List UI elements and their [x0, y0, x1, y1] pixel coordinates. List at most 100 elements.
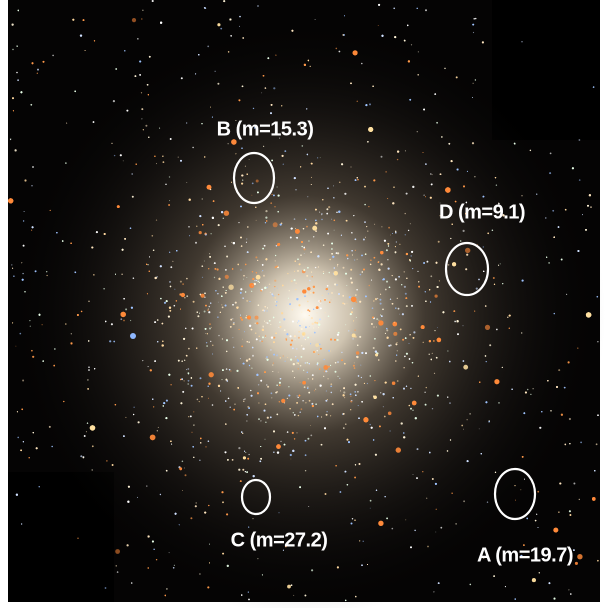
star	[276, 354, 278, 357]
star	[293, 279, 296, 282]
star	[355, 294, 357, 296]
star	[187, 372, 190, 374]
star	[344, 15, 345, 17]
star	[395, 307, 397, 309]
star	[188, 198, 191, 201]
star	[521, 332, 523, 334]
star	[431, 352, 433, 354]
star	[547, 380, 549, 382]
star	[237, 263, 239, 266]
star	[295, 228, 297, 230]
star	[77, 537, 79, 539]
star	[225, 400, 227, 402]
star	[221, 295, 223, 298]
star	[115, 273, 116, 275]
star	[266, 416, 269, 419]
star	[277, 210, 280, 213]
star	[385, 171, 387, 173]
star	[320, 347, 322, 350]
star	[321, 214, 323, 216]
star	[207, 586, 210, 589]
star	[251, 182, 254, 185]
star	[217, 316, 219, 318]
star	[195, 502, 197, 504]
star	[324, 298, 326, 301]
star	[227, 459, 229, 461]
star	[436, 394, 439, 397]
star	[297, 396, 299, 399]
star	[120, 318, 123, 321]
star	[380, 392, 382, 394]
star	[287, 273, 289, 275]
star	[205, 342, 208, 344]
star	[225, 378, 228, 381]
star	[435, 508, 437, 510]
star	[56, 232, 58, 234]
star	[17, 9, 19, 12]
star-label: D (m=9.1)	[439, 201, 525, 223]
star	[571, 167, 574, 170]
star	[254, 315, 259, 320]
star	[289, 408, 291, 410]
star	[378, 3, 381, 6]
star	[206, 333, 208, 335]
star	[361, 564, 363, 566]
star	[209, 327, 211, 330]
star	[307, 59, 310, 62]
star	[328, 206, 331, 209]
star	[240, 314, 241, 316]
star	[372, 347, 375, 349]
star	[333, 197, 335, 199]
star	[272, 371, 274, 372]
star	[82, 456, 85, 458]
star	[363, 417, 369, 423]
star	[258, 402, 260, 404]
star	[513, 142, 516, 145]
star	[262, 325, 264, 327]
star	[303, 63, 306, 66]
star	[181, 360, 183, 363]
star	[187, 379, 190, 382]
star	[20, 449, 22, 452]
star	[239, 316, 242, 319]
star	[381, 315, 383, 317]
star	[221, 338, 223, 340]
star	[455, 76, 458, 79]
star	[524, 391, 527, 394]
star	[169, 251, 171, 253]
star	[279, 384, 281, 386]
star	[439, 215, 441, 217]
star	[288, 290, 290, 292]
star	[257, 384, 260, 386]
star	[323, 370, 326, 373]
star	[329, 329, 330, 331]
star	[281, 398, 286, 403]
star	[361, 62, 363, 65]
star	[410, 255, 413, 257]
star	[79, 34, 83, 37]
star	[121, 273, 123, 275]
star	[463, 428, 464, 430]
star	[271, 159, 273, 162]
star	[566, 293, 568, 295]
star	[420, 325, 425, 329]
star	[222, 552, 225, 555]
star	[406, 277, 408, 279]
star	[11, 23, 14, 26]
star	[185, 354, 188, 357]
star	[483, 270, 485, 272]
star	[387, 198, 389, 199]
star	[454, 320, 456, 323]
star	[31, 62, 34, 65]
star	[195, 73, 197, 75]
star	[374, 298, 378, 301]
star	[359, 273, 362, 276]
star	[253, 282, 256, 286]
star	[46, 271, 48, 273]
star	[222, 286, 224, 288]
star	[412, 268, 414, 270]
star	[159, 265, 162, 268]
star	[405, 352, 408, 355]
star	[172, 260, 174, 262]
star	[180, 402, 183, 405]
